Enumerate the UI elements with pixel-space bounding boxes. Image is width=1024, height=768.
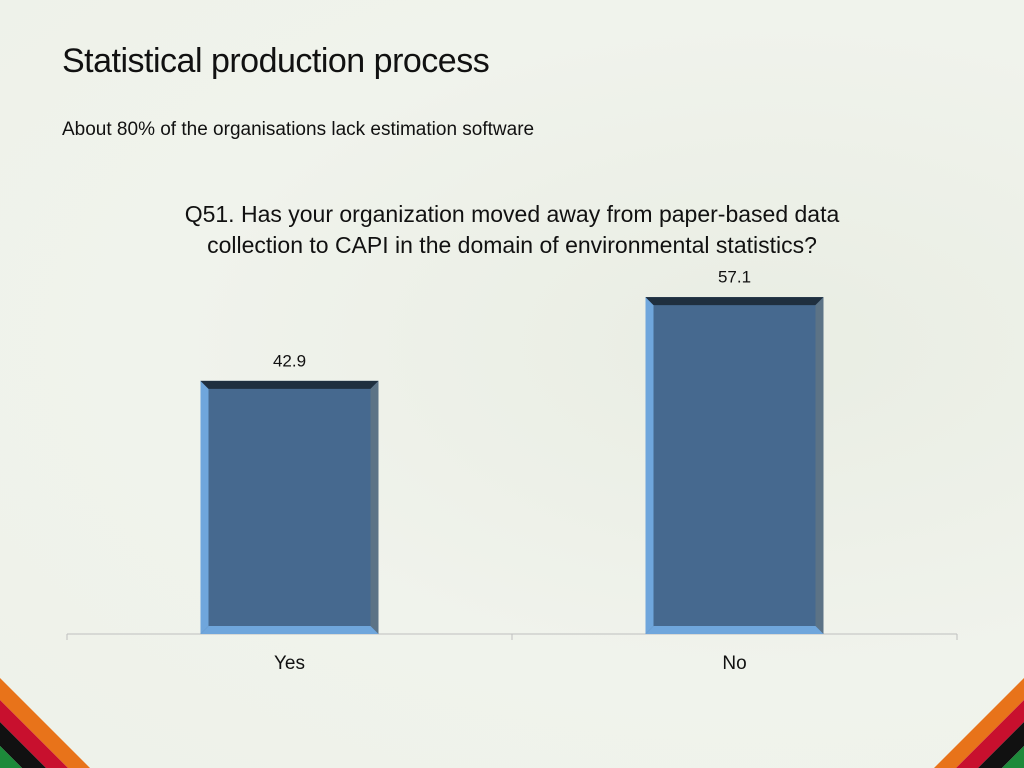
bar: [200, 380, 379, 634]
bar-bevel-bottom: [200, 626, 379, 634]
corner-decoration: [0, 678, 1024, 768]
chart-title: Q51. Has your organization moved away fr…: [184, 201, 840, 258]
slide-subtitle: About 80% of the organisations lack esti…: [62, 119, 535, 140]
bar-bevel-right: [815, 297, 824, 634]
bar-bevel-right: [370, 380, 379, 634]
bar-bevel-top: [645, 297, 824, 306]
data-label: 57.1: [718, 268, 751, 287]
bar-bevel-bottom: [645, 626, 824, 634]
bar: [645, 297, 824, 634]
bar-bevel-left: [200, 380, 209, 634]
bar-bevel-left: [645, 297, 654, 634]
bar-bevel-top: [200, 380, 379, 389]
data-label: 42.9: [273, 351, 306, 370]
x-tick-label: No: [722, 653, 746, 674]
slide-title: Statistical production process: [62, 42, 490, 80]
x-tick-label: Yes: [274, 653, 305, 674]
